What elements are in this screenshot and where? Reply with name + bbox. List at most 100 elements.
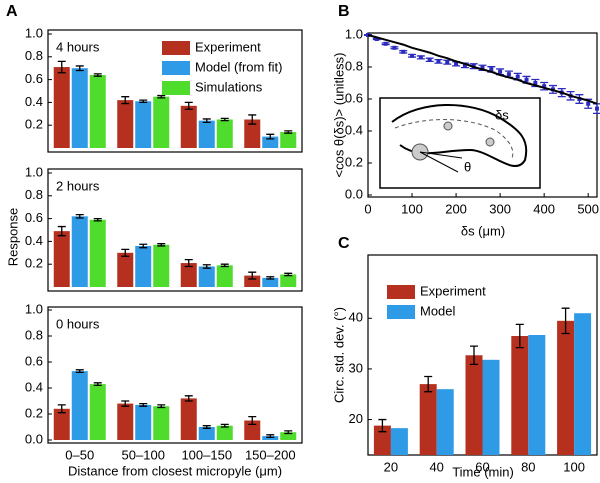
- bar: [482, 359, 500, 455]
- bar: [89, 219, 106, 287]
- bar: [244, 275, 261, 287]
- y-tick-label: 40: [349, 310, 363, 325]
- x-tick-label: 20: [384, 459, 398, 474]
- x-tick-label: 150–200: [245, 447, 296, 462]
- plot-frame: [367, 32, 598, 198]
- panel-label: B: [338, 3, 350, 20]
- bar: [216, 119, 233, 148]
- marker: [401, 49, 406, 54]
- error-bar: [139, 99, 148, 104]
- y-tick-label: 0.4: [25, 379, 43, 394]
- marker: [595, 106, 599, 111]
- bar: [180, 398, 197, 440]
- bar: [89, 384, 106, 440]
- x-tick-label: 80: [521, 459, 535, 474]
- legend-swatch: [387, 305, 415, 319]
- y-tick-label: 0.0: [345, 186, 363, 201]
- legend-label: Experiment: [420, 283, 486, 298]
- error-bar: [378, 418, 387, 433]
- y-tick-label: 0.2: [25, 117, 43, 132]
- error-bar: [202, 118, 211, 123]
- error-bar: [184, 395, 193, 402]
- marker: [462, 63, 467, 68]
- bar: [511, 336, 529, 455]
- error-bar: [121, 96, 130, 105]
- y-tick-label: 1.0: [25, 164, 43, 179]
- error-bar: [93, 382, 102, 387]
- error-bar: [424, 375, 433, 393]
- marker: [392, 45, 397, 50]
- error-bar: [284, 430, 293, 435]
- error-bar: [139, 243, 148, 249]
- error-bar: [220, 423, 229, 428]
- error-bar: [57, 60, 66, 74]
- x-tick-label: 50–100: [122, 447, 165, 462]
- bar: [135, 245, 152, 287]
- error-bar: [157, 243, 166, 247]
- marker: [410, 53, 415, 58]
- bar: [528, 335, 546, 455]
- y-tick-label: 0.0: [25, 431, 43, 446]
- x-tick-label: 60: [475, 459, 489, 474]
- bar: [153, 96, 170, 148]
- bar: [135, 101, 152, 148]
- bar: [280, 432, 297, 440]
- marker: [506, 72, 511, 77]
- y-tick-label: 0.6: [25, 353, 43, 368]
- arrow: [419, 151, 463, 159]
- line: [367, 34, 598, 105]
- error-bar: [157, 404, 166, 409]
- error-bar: [75, 65, 84, 72]
- x-tick-label: 100–150: [181, 447, 232, 462]
- error-bar: [184, 101, 193, 110]
- error-bar: [284, 130, 293, 134]
- legend-swatch: [162, 41, 190, 55]
- error-bar: [93, 217, 102, 222]
- marker: [515, 74, 520, 79]
- bar: [53, 67, 70, 148]
- marker: [445, 60, 450, 65]
- bar: [53, 231, 70, 287]
- x-tick-label: 300: [489, 201, 511, 216]
- x-tick-label: 0: [364, 201, 371, 216]
- error-bar: [266, 434, 275, 439]
- error-bar: [75, 369, 84, 374]
- x-axis-label: δs (μm): [461, 223, 505, 238]
- plot-frame: [47, 306, 303, 444]
- bar: [216, 265, 233, 287]
- point: [443, 121, 453, 131]
- y-tick-label: 0.2: [25, 405, 43, 420]
- bar: [557, 320, 575, 455]
- inset-label: δs: [495, 107, 509, 122]
- x-tick-label: 200: [445, 201, 467, 216]
- error-bar: [184, 258, 193, 268]
- y-tick-label: 0.8: [25, 187, 43, 202]
- bar: [53, 408, 70, 440]
- error-bar: [515, 323, 524, 349]
- bar: [71, 216, 88, 287]
- marker: [374, 37, 379, 41]
- marker: [586, 101, 591, 106]
- bar: [117, 403, 134, 440]
- error-bar: [248, 271, 257, 280]
- marker: [480, 65, 485, 70]
- bar: [180, 263, 197, 287]
- cell-outline: [391, 103, 528, 167]
- error-bar: [202, 425, 211, 429]
- bar: [262, 136, 279, 148]
- bar: [390, 428, 408, 455]
- y-tick-label: 0.6: [25, 210, 43, 225]
- bar: [198, 266, 215, 287]
- bar: [436, 389, 454, 455]
- y-tick-label: 20: [349, 411, 363, 426]
- error-bar: [93, 73, 102, 77]
- legend-swatch: [387, 285, 415, 299]
- y-tick-label: 0.2: [345, 154, 363, 169]
- error-bar: [470, 345, 478, 366]
- error-bar: [220, 117, 229, 122]
- bar: [198, 427, 215, 440]
- x-tick-label: 0–50: [65, 447, 94, 462]
- bar: [373, 425, 391, 455]
- error-bar: [75, 213, 84, 219]
